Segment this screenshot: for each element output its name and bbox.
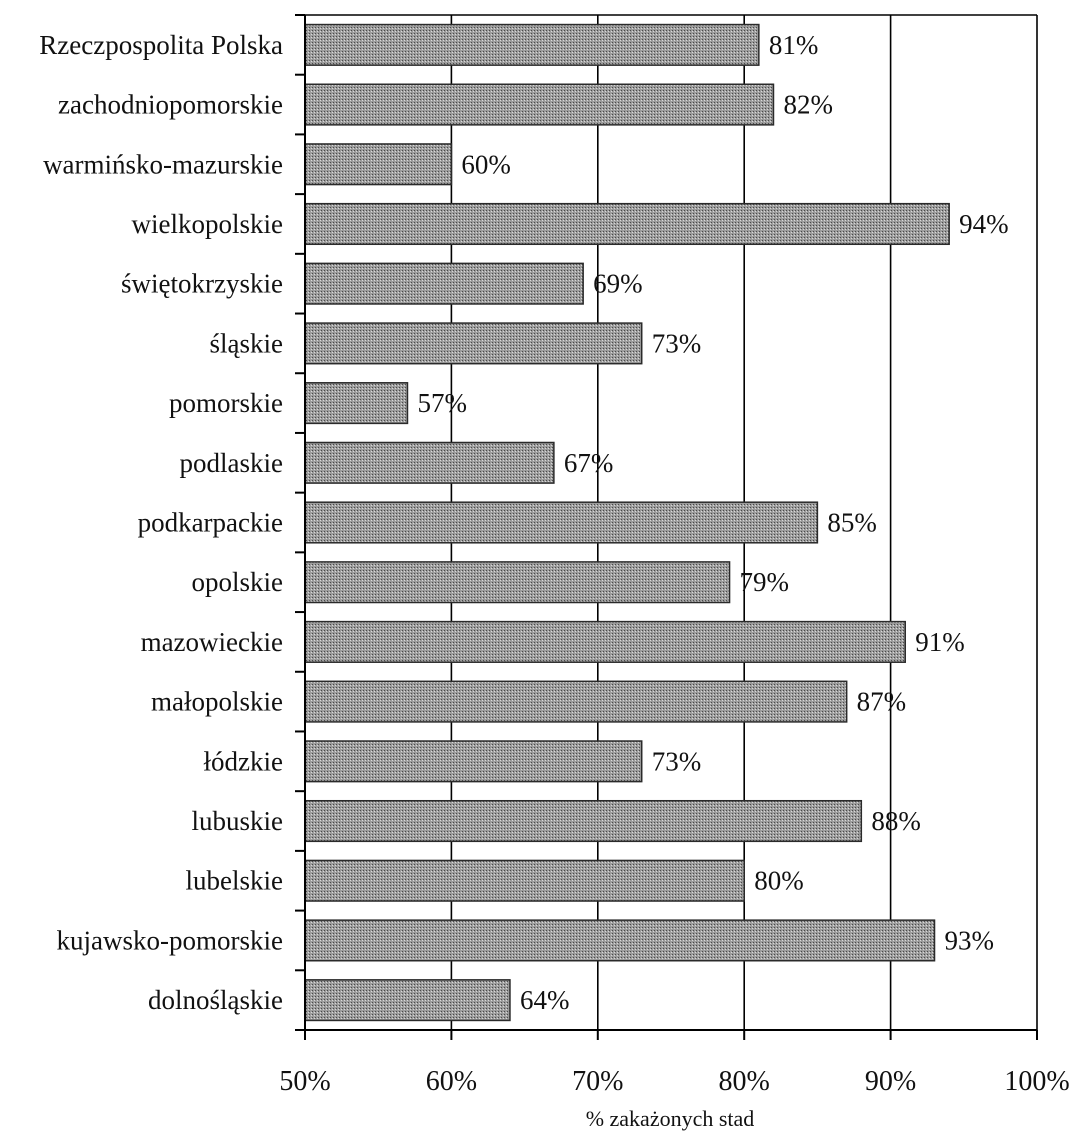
data-label: 94% — [959, 209, 1009, 239]
bar — [304, 382, 409, 425]
bar — [304, 441, 555, 484]
bar — [304, 680, 848, 723]
category-label: małopolskie — [151, 687, 283, 717]
axes — [295, 14, 1038, 1040]
category-label: świętokrzyskie — [121, 269, 283, 299]
data-label: 85% — [827, 508, 877, 538]
category-label: dolnośląskie — [148, 985, 283, 1015]
bar — [304, 143, 453, 186]
x-tick-label: 80% — [719, 1066, 770, 1097]
data-label: 81% — [769, 30, 819, 60]
data-label: 60% — [461, 149, 511, 179]
category-label: mazowieckie — [141, 627, 283, 657]
bar — [304, 620, 906, 663]
bar — [304, 322, 643, 365]
bar — [304, 740, 643, 783]
category-label: łódzkie — [204, 746, 283, 776]
bars — [304, 23, 950, 1022]
category-label: podkarpackie — [138, 508, 283, 538]
data-label: 88% — [871, 806, 921, 836]
category-label: wielkopolskie — [132, 209, 283, 239]
data-label: 87% — [857, 687, 907, 717]
category-label: lubuskie — [192, 806, 284, 836]
bar — [304, 23, 760, 66]
data-label: 69% — [593, 269, 643, 299]
data-label: 93% — [945, 925, 995, 955]
data-label: 73% — [652, 746, 702, 776]
x-axis-title: % zakażonych stad — [586, 1106, 755, 1131]
x-tick-label: 50% — [279, 1066, 330, 1097]
x-tick-label: 70% — [572, 1066, 623, 1097]
data-label: 79% — [740, 567, 790, 597]
category-label: opolskie — [192, 567, 284, 597]
category-label: lubelskie — [186, 866, 283, 896]
category-label: śląskie — [210, 328, 284, 358]
category-label: Rzeczpospolita Polska — [39, 30, 283, 60]
category-label: zachodniopomorskie — [58, 90, 283, 120]
bar — [304, 501, 819, 544]
bar — [304, 83, 775, 126]
x-tick-label: 100% — [1004, 1066, 1069, 1097]
data-label: 82% — [783, 90, 833, 120]
data-label: 91% — [915, 627, 965, 657]
bar — [304, 202, 950, 246]
data-label: 67% — [564, 448, 614, 478]
bar — [304, 859, 745, 902]
x-tick-label: 60% — [426, 1066, 477, 1097]
bar — [304, 799, 863, 843]
data-label: 64% — [520, 985, 570, 1015]
bar — [304, 561, 731, 604]
data-label: 80% — [754, 866, 804, 896]
data-label: 73% — [652, 328, 702, 358]
x-tick-label: 90% — [865, 1066, 916, 1097]
bar — [304, 919, 936, 962]
category-label: kujawsko-pomorskie — [57, 925, 283, 955]
bar — [304, 262, 584, 305]
bar — [304, 979, 511, 1022]
category-label: pomorskie — [169, 388, 283, 418]
category-label: podlaskie — [180, 448, 283, 478]
labels: 50% 60% 70% 80% 90% 100% Rzeczpospolita Polska… — [39, 30, 1069, 1097]
category-label: warmińsko-mazurskie — [43, 149, 283, 179]
data-label: 57% — [417, 388, 467, 418]
